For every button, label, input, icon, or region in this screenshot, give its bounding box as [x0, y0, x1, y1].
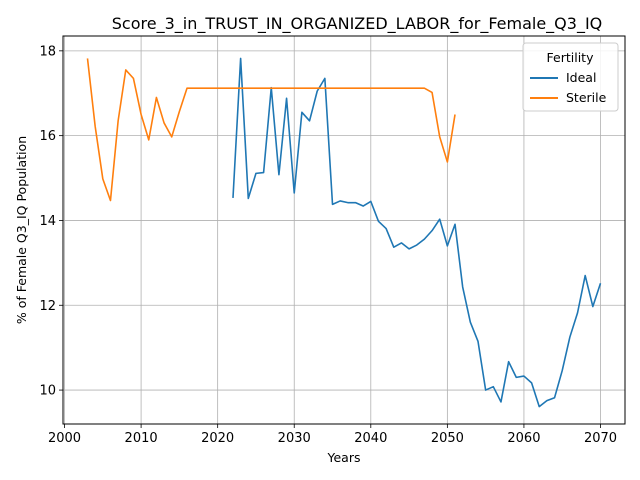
x-tick-label: 2030 [278, 431, 311, 446]
x-tick-label: 2050 [431, 431, 464, 446]
series-line-sterile [86, 58, 456, 202]
legend-title: Fertility [547, 50, 595, 65]
x-tick-label: 2010 [125, 431, 158, 446]
y-tick-label: 16 [39, 129, 56, 144]
x-axis-label: Years [327, 450, 361, 465]
x-axis: 2000 2010 2020 2030 2040 2050 2060 2070 [48, 424, 617, 446]
y-tick-label: 12 [39, 299, 56, 314]
y-axis: 10 12 14 16 18 [39, 44, 63, 399]
x-tick-label: 2070 [584, 431, 617, 446]
y-axis-label: % of Female Q3_IQ Population [14, 136, 29, 324]
y-tick-label: 10 [39, 384, 56, 399]
y-tick-label: 18 [39, 44, 56, 59]
x-tick-label: 2020 [201, 431, 234, 446]
legend-label-sterile: Sterile [566, 90, 607, 105]
chart-title: Score_3_in_TRUST_IN_ORGANIZED_LABOR_for_… [112, 14, 603, 34]
plot-frame [62, 35, 626, 425]
y-tick-label: 14 [39, 214, 56, 229]
x-tick-label: 2060 [507, 431, 540, 446]
legend-label-ideal: Ideal [566, 70, 596, 85]
legend: Fertility Ideal Sterile [522, 42, 619, 112]
x-tick-label: 2040 [354, 431, 387, 446]
legend-box [522, 42, 619, 112]
x-tick-label: 2000 [48, 431, 81, 446]
series-lines [86, 57, 602, 408]
series-line-ideal [232, 57, 602, 408]
